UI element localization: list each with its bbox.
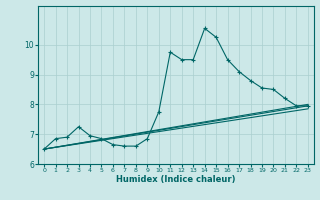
X-axis label: Humidex (Indice chaleur): Humidex (Indice chaleur): [116, 175, 236, 184]
